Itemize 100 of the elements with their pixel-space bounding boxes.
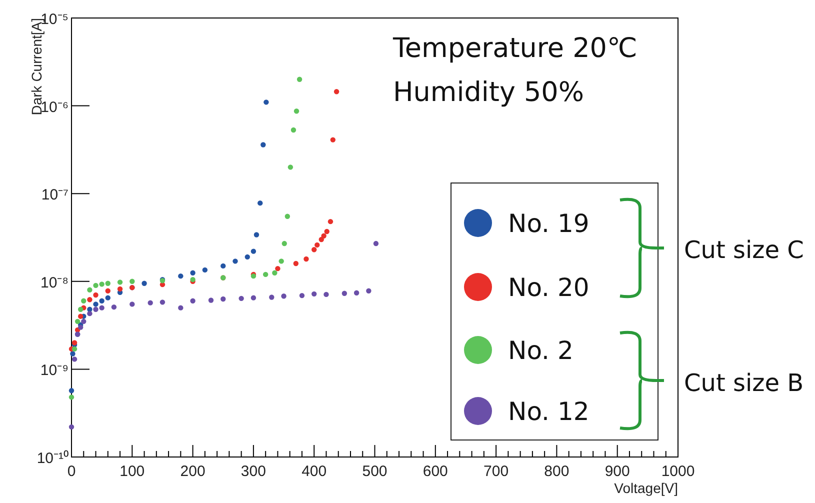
y-tick-label: 10⁻¹⁰: [36, 450, 68, 467]
point: [93, 306, 98, 312]
point: [258, 200, 263, 206]
x-tick-label: 400: [302, 463, 327, 480]
x-tick-label: 0: [67, 463, 76, 480]
y-tick-label: 10⁻⁷: [41, 186, 68, 204]
point: [304, 256, 309, 262]
point: [87, 297, 92, 302]
point: [130, 278, 135, 284]
point: [87, 287, 92, 293]
annotation: Temperature 20℃: [392, 33, 638, 64]
point: [269, 294, 274, 300]
x-tick-label: 600: [422, 463, 448, 480]
point: [318, 236, 324, 242]
x-tick-label: 800: [544, 463, 570, 480]
legend-label: No. 19: [508, 209, 590, 238]
point: [81, 298, 86, 304]
point: [72, 346, 78, 352]
x-tick-label: 1000: [661, 463, 695, 480]
point: [68, 388, 74, 394]
point: [284, 214, 290, 219]
point: [130, 302, 135, 307]
point: [293, 260, 299, 266]
point: [74, 318, 80, 324]
annotation: Humidity 50%: [393, 77, 584, 108]
x-tick-label: 300: [240, 463, 266, 480]
point: [105, 280, 110, 286]
point: [160, 300, 166, 305]
point: [262, 272, 268, 278]
point: [354, 290, 360, 296]
point: [111, 304, 117, 310]
point: [324, 292, 329, 298]
point: [232, 258, 238, 264]
point: [148, 300, 153, 306]
point: [373, 240, 379, 246]
point: [93, 292, 98, 298]
point: [72, 356, 78, 362]
point: [81, 318, 86, 324]
point: [282, 240, 287, 246]
point: [99, 282, 104, 287]
point: [78, 306, 84, 312]
point: [312, 291, 317, 297]
point: [68, 394, 74, 400]
point: [93, 282, 98, 288]
x-tick-label: 700: [484, 463, 509, 480]
point: [342, 290, 348, 296]
point: [190, 298, 196, 304]
point: [105, 295, 110, 300]
point: [296, 76, 302, 82]
point: [314, 242, 320, 248]
y-tick-label: 10⁻⁹: [40, 362, 68, 380]
point: [220, 296, 226, 302]
point: [275, 266, 280, 272]
legend-label: No. 20: [508, 273, 590, 302]
point: [117, 286, 123, 292]
point: [254, 232, 260, 238]
point: [321, 233, 326, 238]
point: [220, 263, 226, 269]
point: [208, 298, 214, 303]
point: [290, 127, 296, 133]
text: Cut size C: [684, 236, 804, 264]
point: [334, 89, 340, 94]
point: [264, 100, 269, 105]
point: [328, 218, 334, 224]
y-tick-label: 10⁻⁶: [40, 98, 68, 116]
point: [142, 280, 147, 286]
point: [288, 164, 294, 170]
point: [87, 310, 92, 316]
point: [105, 288, 110, 294]
point: [312, 247, 317, 252]
point: [117, 280, 123, 285]
point: [250, 295, 256, 300]
point: [68, 424, 74, 430]
x-tick-label: 900: [604, 463, 630, 480]
point: [78, 314, 84, 319]
point: [178, 273, 184, 279]
point: [202, 267, 208, 273]
point: [70, 351, 76, 356]
x-tick-label: 200: [180, 463, 206, 480]
legend-label: No. 2: [508, 336, 574, 365]
point: [324, 228, 330, 234]
point: [99, 298, 104, 304]
point: [238, 296, 244, 302]
point: [99, 305, 104, 310]
point: [190, 270, 196, 276]
x-tick-label: 500: [362, 463, 388, 480]
point: [260, 142, 266, 148]
point: [93, 302, 98, 307]
point: [366, 288, 372, 294]
point: [244, 254, 250, 260]
x-tick-label: 100: [120, 463, 145, 480]
text: Cut size B: [684, 369, 804, 397]
point: [294, 108, 300, 114]
y-tick-label: 10⁻⁸: [40, 274, 68, 292]
point: [250, 248, 256, 254]
point: [178, 305, 184, 310]
point: [299, 292, 305, 298]
legend-label: No. 12: [508, 397, 590, 426]
point: [272, 270, 278, 276]
point: [281, 294, 286, 299]
